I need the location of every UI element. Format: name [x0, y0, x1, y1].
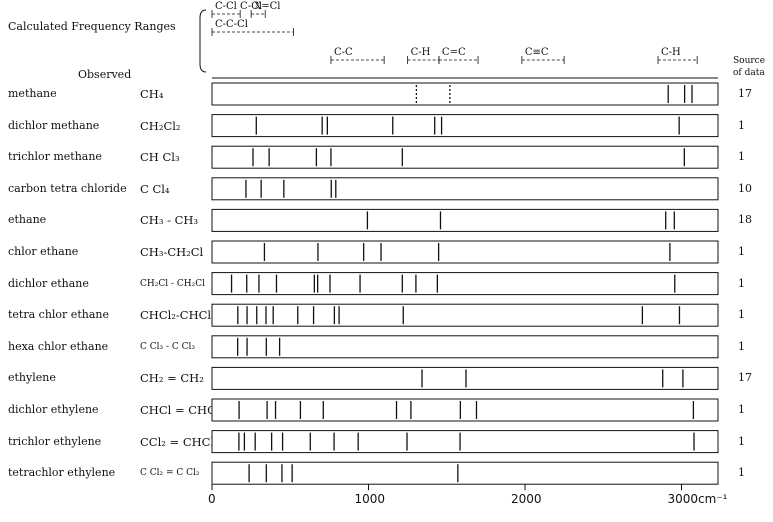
compound-formula: CH Cl₃: [140, 150, 180, 165]
source-label-1: Source: [733, 56, 766, 66]
data-source: 1: [738, 276, 745, 290]
row-box: [211, 177, 719, 201]
data-source: 18: [738, 213, 752, 227]
compound-formula: CH₂Cl₂: [140, 118, 181, 133]
compound-formula: CH₄: [140, 87, 164, 101]
data-source: 10: [738, 181, 752, 195]
row-box: [211, 272, 719, 296]
compound-formula: CH₂ = CH₂: [140, 371, 204, 386]
range-label: C≡C: [524, 47, 549, 58]
data-source: 1: [738, 118, 745, 132]
data-source: 1: [738, 245, 745, 258]
row-box: [211, 366, 719, 390]
row-box: [211, 114, 719, 138]
row-box: [211, 82, 719, 106]
compound-name: methane: [8, 87, 57, 100]
row-box: [211, 240, 719, 264]
compound-formula: C Cl₂ = C Cl₂: [140, 468, 200, 479]
compound-formula: CHCl = CHCl: [140, 403, 212, 417]
compound-name: carbon tetra chloride: [8, 181, 127, 195]
compound-formula: CH₃ - CH₃: [140, 213, 199, 228]
range-bracket: [199, 9, 207, 73]
row-box: [211, 145, 719, 169]
compound-name: tetrachlor ethylene: [8, 466, 116, 480]
x-tick-label: 3000cm⁻¹: [667, 492, 728, 507]
data-source: 1: [738, 308, 745, 322]
compound-formula: CH₂Cl - CH₂Cl: [140, 278, 205, 289]
compound-formula: CHCl₂-CHCl₂: [140, 308, 212, 323]
source-label-2: of data: [733, 68, 765, 78]
compound-name: ethylene: [8, 371, 56, 385]
compound-name: trichlor ethylene: [8, 434, 102, 448]
data-source: 1: [738, 339, 745, 353]
row-box: [211, 430, 719, 454]
data-source: 1: [738, 434, 745, 448]
compound-name: tetra chlor ethane: [8, 308, 109, 322]
data-source: 1: [738, 150, 745, 164]
calculated-ranges-label: Calculated Frequency Ranges: [8, 20, 176, 33]
compound-name: ethane: [8, 213, 47, 227]
row-box: [211, 398, 719, 422]
observed-label: Observed: [78, 68, 132, 81]
compound-name: dichlor ethane: [8, 276, 89, 290]
compound-name: dichlor ethylene: [8, 403, 99, 416]
range-label: C=C: [441, 47, 466, 58]
x-tick-label: 1000: [354, 492, 386, 507]
range-label: X=Cl: [254, 1, 281, 12]
compound-formula: C Cl₄: [140, 181, 170, 196]
x-tick-label: 2000: [511, 492, 542, 507]
range-label: C-H: [661, 47, 681, 58]
range-label: C-C-Cl: [215, 19, 248, 30]
compound-name: dichlor methane: [8, 118, 100, 132]
row-box: [211, 303, 719, 327]
row-box: [211, 461, 719, 485]
compound-name: chlor ethane: [8, 245, 79, 258]
range-label: C-Cl C-Cl: [215, 1, 262, 12]
range-label: C-H: [410, 47, 431, 58]
compound-formula: CH₃-CH₂Cl: [140, 245, 204, 259]
x-tick-label: 0: [208, 492, 216, 507]
compound-name: hexa chlor ethane: [8, 339, 109, 353]
range-label: C-C: [333, 47, 353, 58]
data-source: 1: [738, 466, 745, 480]
compound-formula: C Cl₃ - C Cl₃: [140, 341, 196, 352]
data-source: 17: [738, 87, 752, 100]
compound-formula: CCl₂ = CHCl: [140, 434, 212, 449]
row-box: [211, 335, 719, 359]
compound-name: trichlor methane: [8, 150, 102, 164]
data-source: 17: [738, 371, 752, 385]
data-source: 1: [738, 403, 745, 416]
row-box: [211, 208, 719, 232]
